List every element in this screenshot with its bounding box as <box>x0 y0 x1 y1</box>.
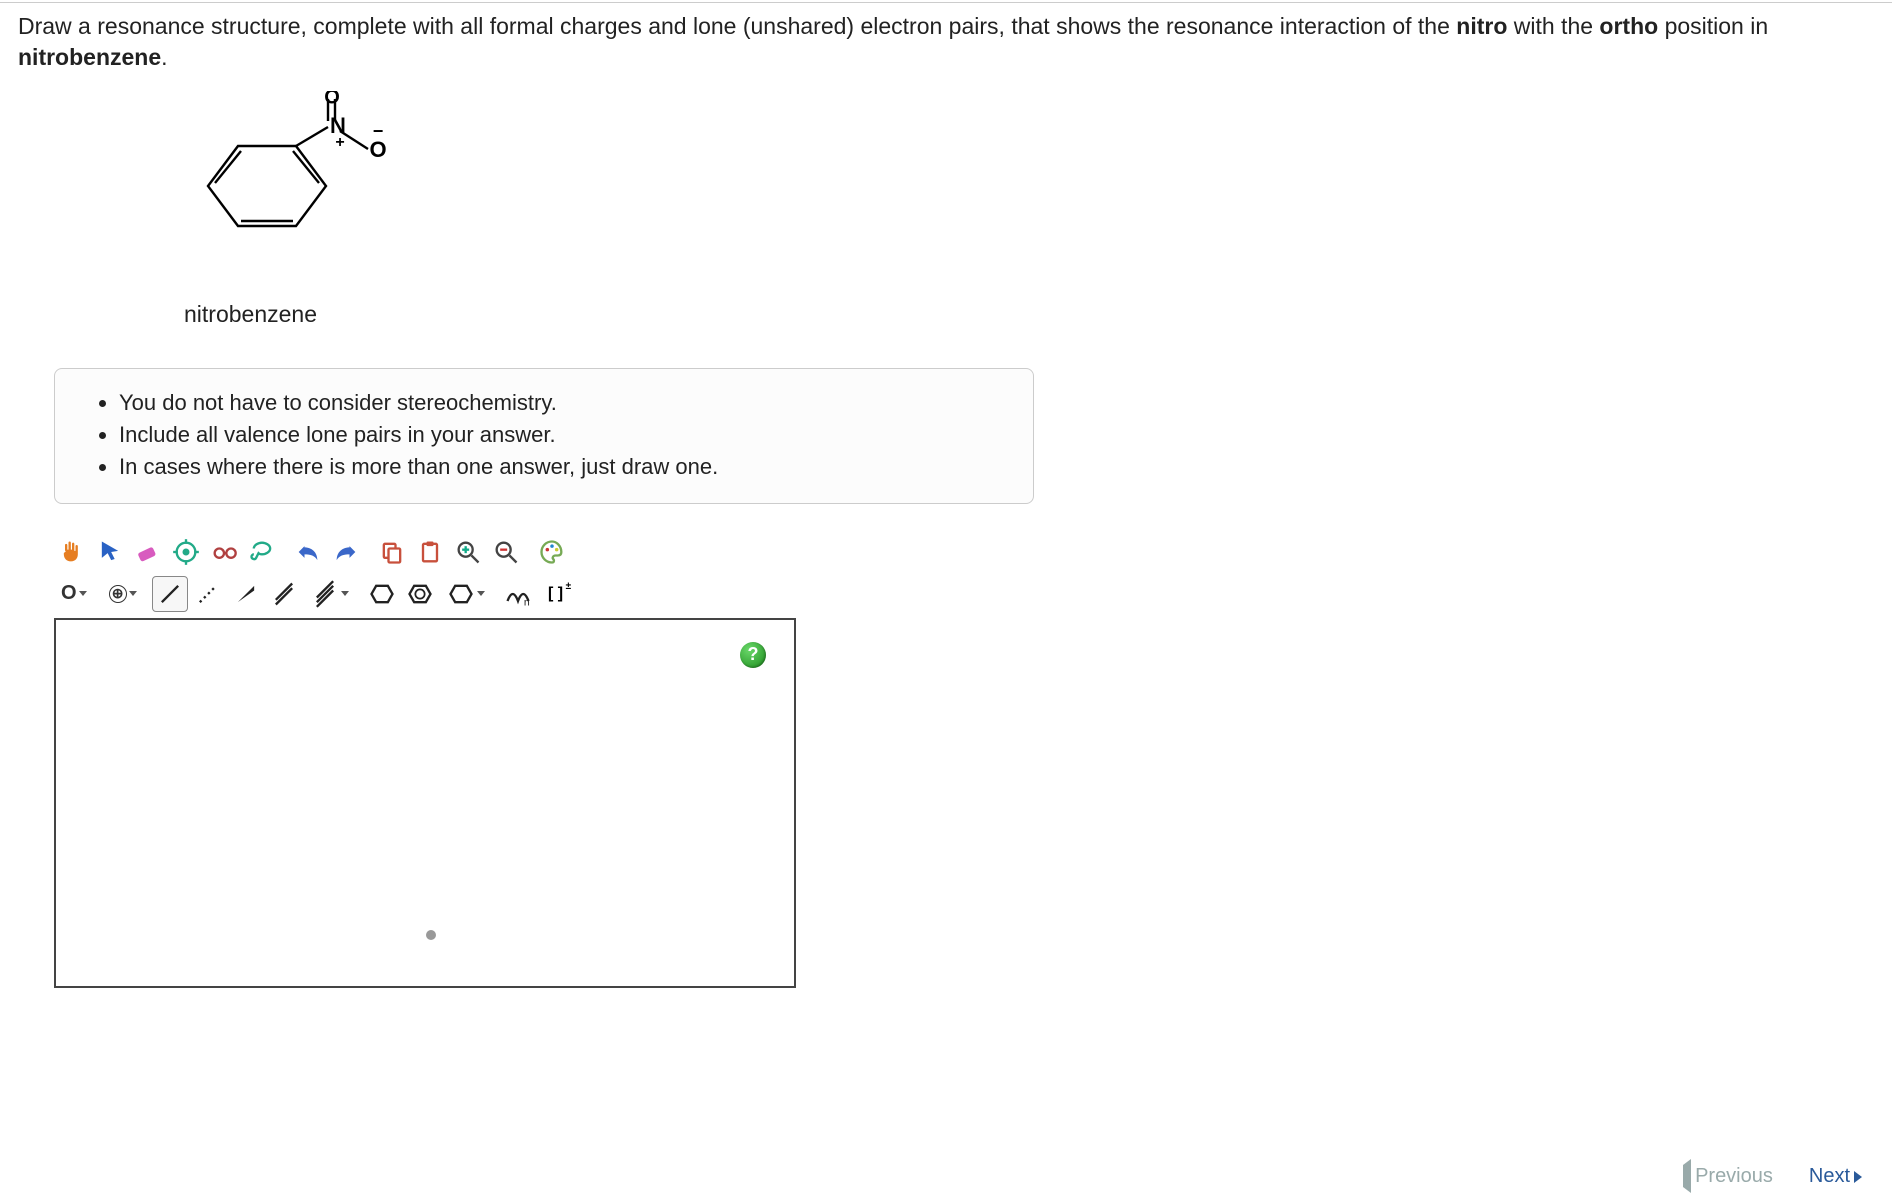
element-picker[interactable]: O <box>54 576 92 612</box>
eraser-icon[interactable] <box>130 534 166 570</box>
hand-icon[interactable] <box>54 534 90 570</box>
charge-picker[interactable]: ⊕ <box>102 576 142 612</box>
bracket-icon[interactable]: [ ]± <box>538 576 574 612</box>
bond-dotted-icon[interactable] <box>190 576 226 612</box>
zoom-out-icon[interactable] <box>488 534 524 570</box>
chevron-down-icon <box>79 591 87 596</box>
molecule-figure: N O O + − <box>168 91 1874 291</box>
atom-O-top: O <box>324 91 340 109</box>
target-icon[interactable] <box>168 534 204 570</box>
hexagon-icon[interactable] <box>364 576 400 612</box>
figure-caption: nitrobenzene <box>184 301 1874 328</box>
bond-triple-dd[interactable] <box>304 576 354 612</box>
chevron-down-icon <box>477 591 485 596</box>
bond-triple-icon <box>311 580 339 608</box>
q-mid2: position in <box>1658 13 1768 39</box>
q-b2: ortho <box>1599 13 1658 39</box>
drawing-canvas[interactable]: ? <box>54 618 796 988</box>
lasso-icon[interactable] <box>244 534 280 570</box>
structure-editor: O ⊕ <box>54 532 834 988</box>
help-button[interactable]: ? <box>740 642 766 668</box>
toolbar-row-2: O ⊕ <box>54 574 834 614</box>
paste-icon[interactable] <box>412 534 448 570</box>
chevron-down-icon <box>129 591 137 596</box>
hint-item: Include all valence lone pairs in your a… <box>119 419 1009 451</box>
hexagon-dd-icon <box>447 580 475 608</box>
chevron-down-icon <box>341 591 349 596</box>
nitrobenzene-svg: N O O + − <box>168 91 408 291</box>
undo-icon[interactable] <box>290 534 326 570</box>
prev-label: Previous <box>1695 1165 1773 1187</box>
canvas-marker <box>426 930 436 940</box>
toolbar-row-1 <box>54 532 834 572</box>
q-suffix: . <box>161 44 167 70</box>
charge-label: ⊕ <box>109 585 127 603</box>
next-button[interactable]: Next <box>1809 1165 1862 1188</box>
hint-item: In cases where there is more than one an… <box>119 451 1009 483</box>
chevron-right-icon <box>1854 1171 1862 1183</box>
redo-icon[interactable] <box>328 534 364 570</box>
zoom-in-icon[interactable] <box>450 534 486 570</box>
bond-double-icon[interactable] <box>266 576 302 612</box>
charge-minus: − <box>373 121 384 141</box>
svg-text:n: n <box>523 596 529 607</box>
bond-single-icon[interactable] <box>152 576 188 612</box>
benzene-icon[interactable] <box>402 576 438 612</box>
help-label: ? <box>748 644 759 665</box>
instructions-box: You do not have to consider stereochemis… <box>54 368 1034 504</box>
q-mid1: with the <box>1507 13 1599 39</box>
prev-button[interactable]: Previous <box>1683 1165 1773 1188</box>
bracket-label: [ ]± <box>548 585 563 603</box>
q-b3: nitrobenzene <box>18 44 161 70</box>
palette-icon[interactable] <box>534 534 570 570</box>
q-prefix: Draw a resonance structure, complete wit… <box>18 13 1456 39</box>
nav-bar: Previous Next <box>1683 1165 1862 1188</box>
hint-item: You do not have to consider stereochemis… <box>119 387 1009 419</box>
wedge-icon[interactable] <box>228 576 264 612</box>
pointer-icon[interactable] <box>92 534 128 570</box>
q-b1: nitro <box>1456 13 1507 39</box>
element-label: O <box>61 582 77 605</box>
chain-icon[interactable]: n <box>500 576 536 612</box>
glasses-icon[interactable] <box>206 534 242 570</box>
next-label: Next <box>1809 1165 1850 1188</box>
copy-icon[interactable] <box>374 534 410 570</box>
ring-dd[interactable] <box>440 576 490 612</box>
charge-plus: + <box>335 134 344 151</box>
question-text: Draw a resonance structure, complete wit… <box>18 3 1874 73</box>
